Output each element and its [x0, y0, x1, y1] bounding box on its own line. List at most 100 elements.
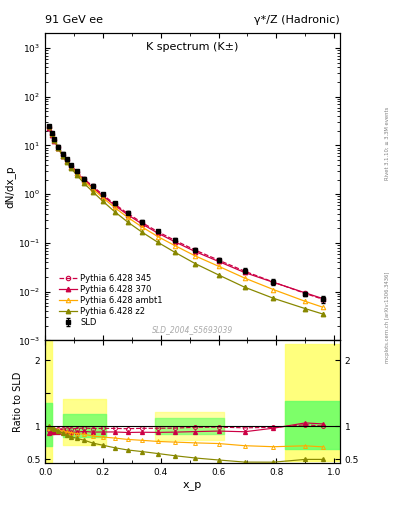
Y-axis label: Ratio to SLD: Ratio to SLD [13, 372, 23, 432]
Pythia 6.428 345 [303, 290, 308, 296]
Pythia 6.428 ambt1 [49, 131, 54, 137]
Pythia 6.428 ambt1 [173, 243, 178, 249]
Pythia 6.428 z2 [82, 180, 86, 186]
Pythia 6.428 370 [303, 290, 308, 296]
Pythia 6.428 ambt1 [52, 137, 57, 143]
Pythia 6.428 370 [75, 170, 79, 176]
Text: γ*/Z (Hadronic): γ*/Z (Hadronic) [254, 14, 340, 25]
Line: Pythia 6.428 z2: Pythia 6.428 z2 [46, 124, 325, 316]
Pythia 6.428 370 [140, 221, 144, 227]
Pythia 6.428 370 [46, 125, 51, 132]
Pythia 6.428 z2 [173, 249, 178, 255]
Pythia 6.428 370 [49, 132, 54, 138]
Pythia 6.428 345 [320, 296, 325, 302]
Pythia 6.428 ambt1 [101, 195, 105, 201]
Pythia 6.428 z2 [271, 295, 276, 302]
Pythia 6.428 ambt1 [125, 214, 130, 220]
Pythia 6.428 370 [69, 164, 73, 170]
Pythia 6.428 z2 [46, 123, 51, 129]
Pythia 6.428 370 [242, 269, 247, 275]
Pythia 6.428 370 [193, 249, 198, 255]
Pythia 6.428 ambt1 [303, 298, 308, 305]
Pythia 6.428 370 [125, 211, 130, 218]
Pythia 6.428 ambt1 [242, 275, 247, 281]
Pythia 6.428 z2 [90, 189, 95, 195]
Text: mcplots.cern.ch [arXiv:1306.3436]: mcplots.cern.ch [arXiv:1306.3436] [385, 272, 390, 363]
Pythia 6.428 370 [64, 158, 69, 164]
Pythia 6.428 ambt1 [112, 204, 117, 210]
Pythia 6.428 345 [64, 157, 69, 163]
Pythia 6.428 370 [90, 184, 95, 190]
Pythia 6.428 z2 [320, 311, 325, 317]
Pythia 6.428 ambt1 [90, 186, 95, 192]
Pythia 6.428 ambt1 [60, 152, 65, 158]
Pythia 6.428 z2 [56, 145, 61, 151]
Pythia 6.428 345 [60, 152, 65, 158]
Pythia 6.428 345 [82, 176, 86, 182]
Pythia 6.428 345 [69, 163, 73, 169]
Pythia 6.428 z2 [60, 153, 65, 159]
Pythia 6.428 ambt1 [140, 224, 144, 230]
Pythia 6.428 ambt1 [46, 123, 51, 130]
Pythia 6.428 z2 [101, 198, 105, 204]
Pythia 6.428 345 [193, 247, 198, 253]
Text: Rivet 3.1.10; ≥ 3.3M events: Rivet 3.1.10; ≥ 3.3M events [385, 106, 390, 180]
Pythia 6.428 345 [271, 279, 276, 285]
Legend: Pythia 6.428 345, Pythia 6.428 370, Pythia 6.428 ambt1, Pythia 6.428 z2, SLD: Pythia 6.428 345, Pythia 6.428 370, Pyth… [55, 270, 166, 330]
Pythia 6.428 345 [173, 238, 178, 244]
Pythia 6.428 345 [112, 201, 117, 207]
Pythia 6.428 z2 [303, 306, 308, 312]
X-axis label: x_p: x_p [183, 480, 202, 490]
Pythia 6.428 370 [320, 295, 325, 302]
Pythia 6.428 345 [52, 137, 57, 143]
Pythia 6.428 345 [156, 229, 160, 235]
Pythia 6.428 345 [56, 144, 61, 151]
Pythia 6.428 370 [271, 279, 276, 285]
Line: Pythia 6.428 345: Pythia 6.428 345 [46, 125, 325, 302]
Pythia 6.428 ambt1 [64, 158, 69, 164]
Pythia 6.428 370 [60, 153, 65, 159]
Pythia 6.428 z2 [64, 159, 69, 165]
Pythia 6.428 z2 [125, 219, 130, 225]
Pythia 6.428 370 [216, 259, 221, 265]
Pythia 6.428 345 [75, 168, 79, 175]
Pythia 6.428 345 [90, 183, 95, 189]
Pythia 6.428 z2 [140, 229, 144, 235]
Pythia 6.428 ambt1 [82, 178, 86, 184]
Pythia 6.428 370 [112, 202, 117, 208]
Pythia 6.428 345 [49, 131, 54, 137]
Pythia 6.428 ambt1 [156, 233, 160, 240]
Pythia 6.428 z2 [216, 272, 221, 278]
Pythia 6.428 ambt1 [56, 144, 61, 151]
Line: Pythia 6.428 370: Pythia 6.428 370 [46, 126, 325, 301]
Pythia 6.428 345 [216, 257, 221, 263]
Pythia 6.428 ambt1 [193, 253, 198, 259]
Pythia 6.428 z2 [75, 172, 79, 178]
Pythia 6.428 370 [82, 177, 86, 183]
Pythia 6.428 ambt1 [271, 287, 276, 293]
Pythia 6.428 z2 [156, 239, 160, 245]
Pythia 6.428 345 [101, 192, 105, 198]
Pythia 6.428 z2 [193, 261, 198, 267]
Pythia 6.428 345 [242, 268, 247, 274]
Pythia 6.428 345 [46, 124, 51, 131]
Pythia 6.428 ambt1 [216, 263, 221, 269]
Pythia 6.428 ambt1 [320, 304, 325, 310]
Pythia 6.428 370 [156, 230, 160, 236]
Text: 91 GeV ee: 91 GeV ee [45, 14, 103, 25]
Pythia 6.428 345 [140, 220, 144, 226]
Line: Pythia 6.428 ambt1: Pythia 6.428 ambt1 [46, 124, 325, 309]
Pythia 6.428 370 [56, 145, 61, 152]
Pythia 6.428 370 [101, 193, 105, 199]
Pythia 6.428 ambt1 [69, 164, 73, 170]
Pythia 6.428 345 [125, 210, 130, 217]
Text: SLD_2004_S5693039: SLD_2004_S5693039 [152, 325, 233, 334]
Pythia 6.428 370 [173, 239, 178, 245]
Y-axis label: dN/dx_p: dN/dx_p [4, 165, 15, 208]
Pythia 6.428 ambt1 [75, 170, 79, 177]
Pythia 6.428 z2 [242, 284, 247, 290]
Pythia 6.428 z2 [49, 131, 54, 137]
Pythia 6.428 z2 [112, 208, 117, 215]
Pythia 6.428 z2 [69, 165, 73, 172]
Text: K spectrum (K±): K spectrum (K±) [146, 42, 239, 53]
